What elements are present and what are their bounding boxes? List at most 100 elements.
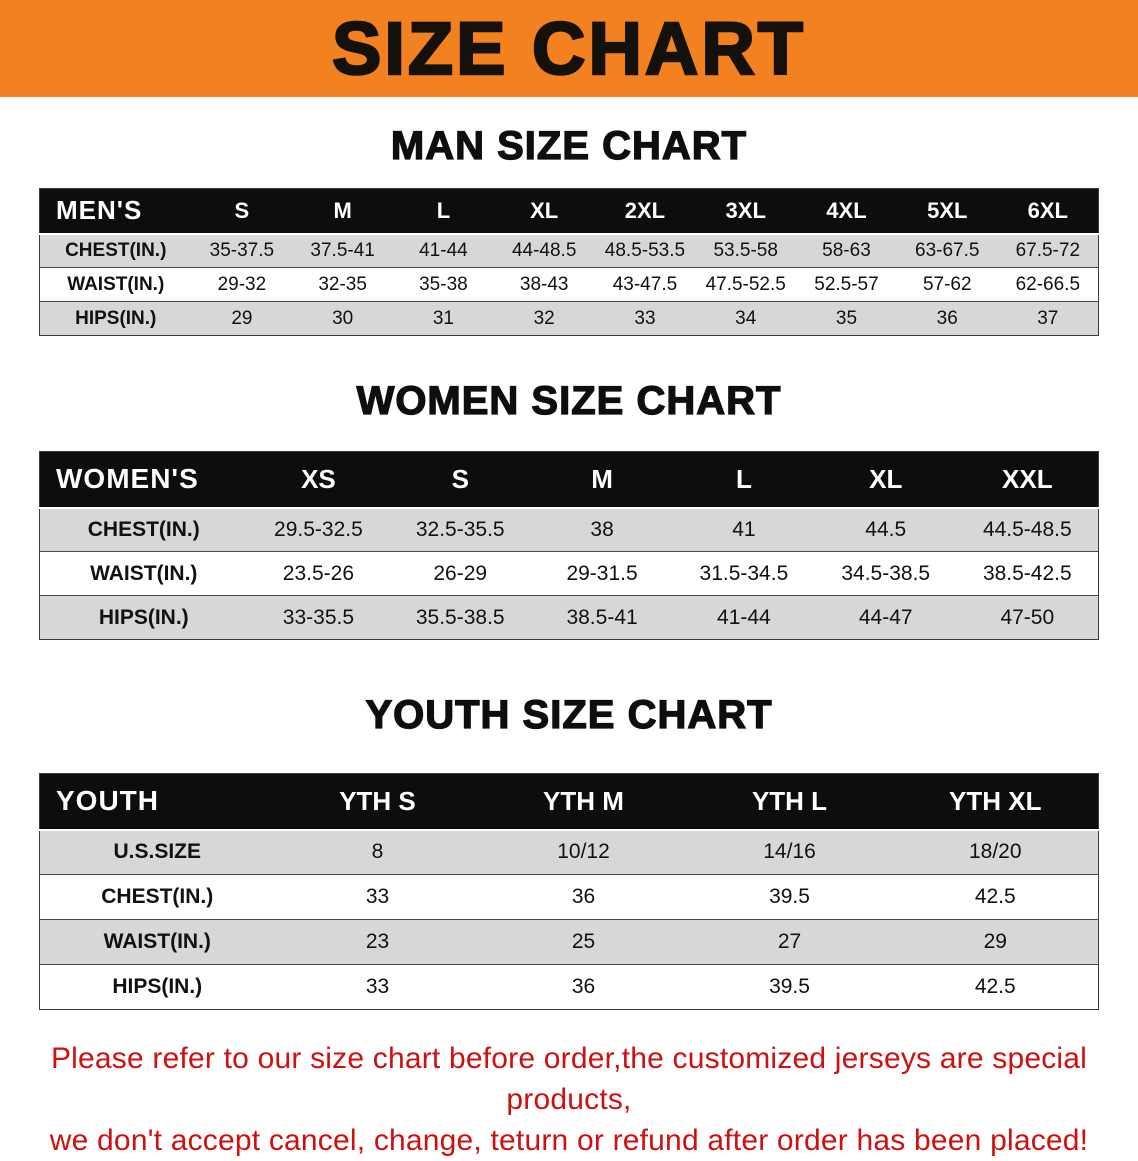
value-cell: 38.5-42.5	[956, 551, 1099, 596]
page-title: SIZE CHART	[331, 6, 806, 92]
youth-size-section: YOUTH SIZE CHART YOUTH YTH S YTH M YTH L YTH…	[0, 692, 1138, 1010]
size-column-header: M	[531, 451, 673, 508]
value-cell: 31	[393, 301, 494, 336]
value-cell: 35-37.5	[191, 232, 293, 268]
value-cell: 41-44	[672, 595, 815, 640]
value-cell: 58-63	[796, 232, 897, 268]
size-column-header: S	[191, 188, 293, 234]
row-label-cell: WAIST(IN.)	[39, 551, 248, 596]
value-cell: 37	[997, 301, 1099, 336]
value-cell: 36	[480, 874, 687, 920]
table-row: U.S.SIZE 8 10/12 14/16 18/20	[39, 828, 1099, 875]
row-label-cell: HIPS(IN.)	[39, 964, 275, 1010]
size-column-header: XS	[247, 451, 390, 508]
size-column-header: M	[292, 188, 394, 234]
table-header-row: YOUTH YTH S YTH M YTH L YTH XL	[39, 773, 1099, 830]
banner: SIZE CHART	[0, 0, 1138, 97]
size-column-header: YTH M	[480, 773, 687, 830]
row-label-cell: U.S.SIZE	[39, 828, 275, 875]
table-row: CHEST(IN.) 35-37.5 37.5-41 41-44 44-48.5 48.5…	[39, 232, 1099, 268]
value-cell: 29-32	[191, 267, 293, 302]
value-cell: 33	[594, 301, 696, 336]
value-cell: 47.5-52.5	[695, 267, 797, 302]
value-cell: 29	[892, 919, 1099, 965]
value-cell: 33	[274, 964, 481, 1010]
value-cell: 29	[191, 301, 293, 336]
women-size-table: WOMEN'S XS S M L XL XXL CHEST(IN.) 29.5-32.5 32.5…	[39, 451, 1099, 640]
value-cell: 29-31.5	[531, 551, 673, 596]
size-column-header: L	[393, 188, 494, 234]
table-title-cell: MEN'S	[39, 188, 192, 234]
table-row: CHEST(IN.) 33 36 39.5 42.5	[39, 874, 1099, 920]
value-cell: 37.5-41	[292, 232, 394, 268]
value-cell: 32.5-35.5	[389, 506, 532, 552]
size-column-header: XXL	[956, 451, 1099, 508]
value-cell: 39.5	[686, 964, 893, 1010]
table-row: WAIST(IN.) 23.5-26 26-29 29-31.5 31.5-34.5 34…	[39, 551, 1099, 596]
value-cell: 38.5-41	[531, 595, 673, 640]
size-column-header: 3XL	[695, 188, 797, 234]
value-cell: 38-43	[493, 267, 595, 302]
value-cell: 44.5-48.5	[956, 506, 1099, 552]
size-column-header: 5XL	[896, 188, 998, 234]
value-cell: 35	[796, 301, 897, 336]
value-cell: 14/16	[686, 828, 893, 875]
value-cell: 10/12	[480, 828, 687, 875]
table-row: HIPS(IN.) 33 36 39.5 42.5	[39, 964, 1099, 1010]
size-column-header: 6XL	[997, 188, 1099, 234]
value-cell: 34	[695, 301, 797, 336]
row-label-cell: HIPS(IN.)	[39, 595, 248, 640]
value-cell: 36	[896, 301, 998, 336]
row-label-cell: CHEST(IN.)	[39, 506, 248, 552]
value-cell: 41-44	[393, 232, 494, 268]
value-cell: 39.5	[686, 874, 893, 920]
value-cell: 34.5-38.5	[814, 551, 957, 596]
row-label-cell: WAIST(IN.)	[39, 919, 275, 965]
size-column-header: 4XL	[796, 188, 897, 234]
notice-line-1: Please refer to our size chart before or…	[50, 1042, 1088, 1116]
value-cell: 30	[292, 301, 394, 336]
size-column-header: 2XL	[594, 188, 696, 234]
value-cell: 23.5-26	[247, 551, 390, 596]
value-cell: 25	[480, 919, 687, 965]
value-cell: 35-38	[393, 267, 494, 302]
value-cell: 27	[686, 919, 893, 965]
row-label-cell: CHEST(IN.)	[39, 232, 192, 268]
size-column-header: YTH S	[274, 773, 481, 830]
value-cell: 48.5-53.5	[594, 232, 696, 268]
value-cell: 35.5-38.5	[389, 595, 532, 640]
value-cell: 18/20	[892, 828, 1099, 875]
value-cell: 44-48.5	[493, 232, 595, 268]
value-cell: 38	[531, 506, 673, 552]
table-row: WAIST(IN.) 29-32 32-35 35-38 38-43 43-47.5 47.…	[39, 267, 1099, 302]
table-row: HIPS(IN.) 33-35.5 35.5-38.5 38.5-41 41-44 44-…	[39, 595, 1099, 640]
size-column-header: XL	[493, 188, 595, 234]
value-cell: 8	[274, 828, 481, 875]
table-row: HIPS(IN.) 29 30 31 32 33 34 35 36 37	[39, 301, 1099, 336]
value-cell: 62-66.5	[997, 267, 1099, 302]
table-row: WAIST(IN.) 23 25 27 29	[39, 919, 1099, 965]
table-header-row: MEN'S S M L XL 2XL 3XL 4XL 5XL 6XL	[39, 188, 1099, 234]
value-cell: 33	[274, 874, 481, 920]
value-cell: 44.5	[814, 506, 957, 552]
section-heading-men: MAN SIZE CHART	[390, 123, 748, 168]
value-cell: 36	[480, 964, 687, 1010]
value-cell: 41	[672, 506, 815, 552]
youth-size-table: YOUTH YTH S YTH M YTH L YTH XL U.S.SIZE 8 10/12…	[39, 773, 1099, 1010]
value-cell: 29.5-32.5	[247, 506, 390, 552]
value-cell: 43-47.5	[594, 267, 696, 302]
value-cell: 31.5-34.5	[672, 551, 815, 596]
size-column-header: YTH XL	[892, 773, 1099, 830]
value-cell: 42.5	[892, 874, 1099, 920]
notice-line-2: we don't accept cancel, change, teturn o…	[49, 1124, 1089, 1157]
men-size-section: MAN SIZE CHART MEN'S S M L XL 2XL 3XL 4XL 5XL 6XL…	[0, 123, 1138, 336]
value-cell: 67.5-72	[997, 232, 1099, 268]
value-cell: 53.5-58	[695, 232, 797, 268]
value-cell: 42.5	[892, 964, 1099, 1010]
value-cell: 23	[274, 919, 481, 965]
table-header-row: WOMEN'S XS S M L XL XXL	[39, 451, 1099, 508]
table-title-cell: YOUTH	[39, 773, 275, 830]
value-cell: 32	[493, 301, 595, 336]
size-column-header: S	[389, 451, 532, 508]
